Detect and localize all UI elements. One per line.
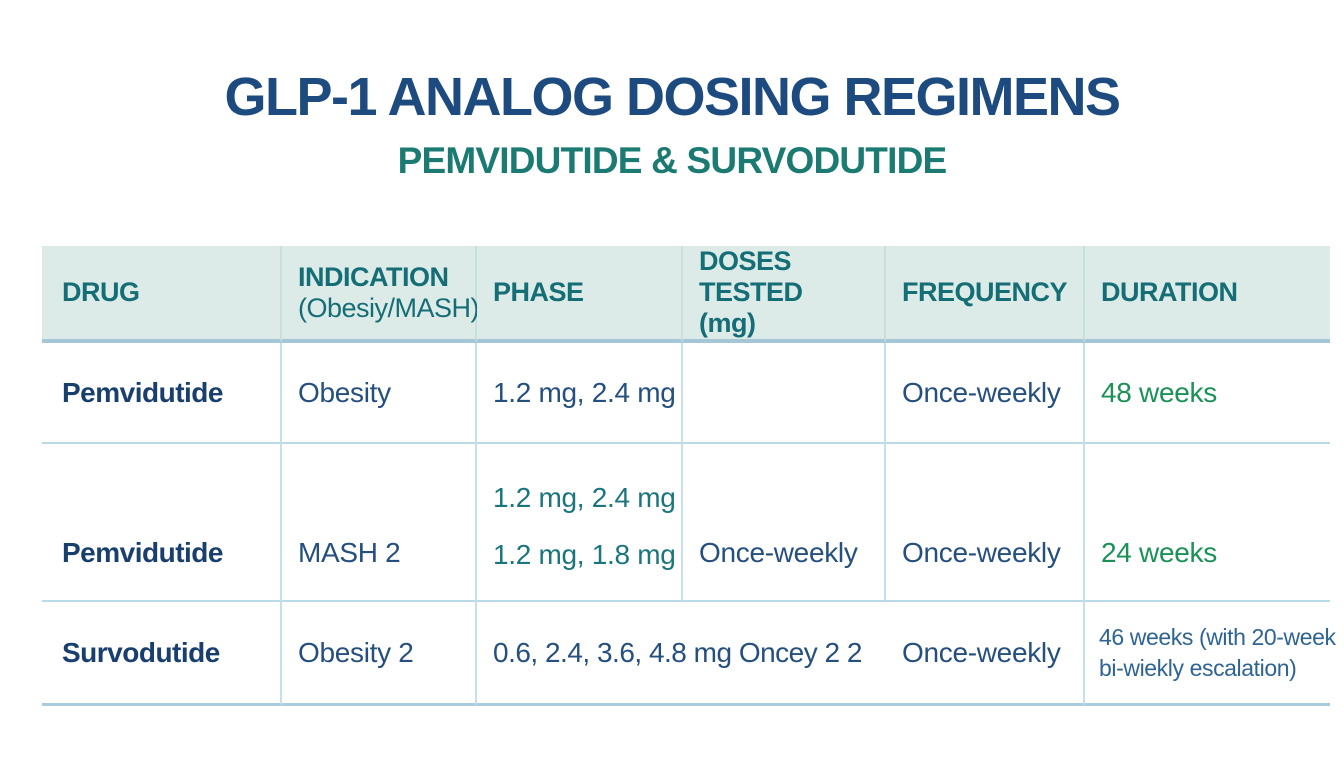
page-subtitle: PEMVIDUTIDE & SURVODUTIDE [397, 140, 948, 181]
column-header-label: DRUG [62, 277, 140, 307]
cell-indication: Obesity 2 [282, 602, 477, 706]
cell-indication: Obesity [282, 343, 477, 444]
cell-duration: 46 weeks (with 20-week bi-wiekly escalat… [1085, 602, 1336, 706]
column-header-label: DURATION [1101, 277, 1238, 307]
dose-line: 1.2 mg, 2.4 mg [493, 482, 676, 513]
column-header-indication: INDICATION (Obesiy/MASH) [282, 246, 480, 343]
cell-drug: Survodutide [42, 602, 282, 706]
column-header-frequency: FREQUENCY [886, 246, 1085, 343]
column-header-label: INDICATION [298, 261, 449, 292]
cell-duration: 24 weeks [1085, 444, 1330, 602]
duration-line: bi-wiekly escalation) [1099, 654, 1297, 681]
column-header-sublabel: (Obesiy/MASH) [298, 292, 480, 323]
page-title: GLP-1 ANALOG DOSING REGIMENS [224, 67, 1121, 127]
cell-doses-tested: Once-weekly [683, 444, 886, 602]
column-header-duration: DURATION [1085, 246, 1330, 343]
duration-line: 46 weeks (with 20-week [1099, 623, 1336, 650]
cell-frequency: Once-weekly [886, 602, 1085, 706]
cell-duration: 48 weeks [1085, 343, 1330, 444]
dosing-table: DRUG INDICATION (Obesiy/MASH) PHASE DOSE… [42, 246, 1336, 706]
column-header-phase: PHASE [477, 246, 683, 343]
column-header-doses-tested: DOSES TESTED (mg) [683, 246, 886, 343]
cell-drug: Pemvidutide [42, 343, 282, 444]
cell-phase: 1.2 mg, 2.4 mg [477, 343, 683, 444]
cell-drug: Pemvidutide [42, 444, 282, 602]
cell-indication: MASH 2 [282, 444, 477, 602]
cell-doses-tested [683, 343, 886, 444]
cell-phase-doses: 0.6, 2.4, 3.6, 4.8 mg Oncey 2 2 [477, 602, 886, 706]
column-header-drug: DRUG [42, 246, 282, 343]
cell-frequency: Once-weekly [886, 444, 1085, 602]
dose-line: 1.2 mg, 1.8 mg [493, 539, 676, 570]
cell-frequency: Once-weekly [886, 343, 1085, 444]
column-header-sublabel: (mg) [699, 308, 756, 338]
column-header-label: FREQUENCY [902, 277, 1068, 307]
cell-phase: 1.2 mg, 2.4 mg 1.2 mg, 1.8 mg [477, 444, 683, 602]
column-header-label: PHASE [493, 277, 584, 307]
column-header-label: DOSES TESTED [699, 246, 803, 307]
